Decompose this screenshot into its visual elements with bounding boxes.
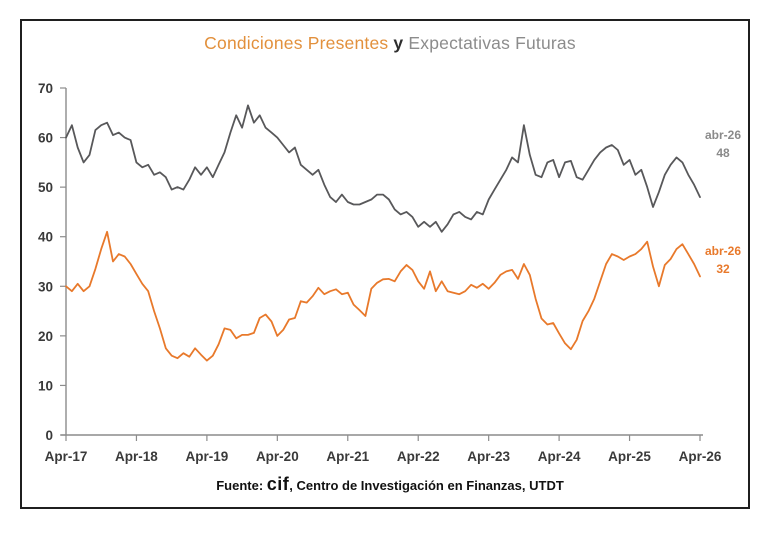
source-footer: Fuente: cif, Centro de Investigación en … (0, 474, 780, 495)
x-tick-label: Apr-20 (256, 449, 299, 464)
series-end-label-condiciones: abr-26 32 (693, 242, 753, 278)
y-tick-label: 0 (45, 428, 53, 443)
y-tick-label: 10 (38, 378, 53, 393)
chart-outer-frame (20, 19, 750, 509)
end-label-date-orange: abr-26 (704, 244, 742, 258)
x-tick-label: Apr-19 (186, 449, 229, 464)
series-end-label-expectativas: abr-26 48 (693, 126, 753, 162)
chart-title-expectativas: Expectativas Futuras (408, 33, 576, 53)
y-tick-label: 20 (38, 329, 53, 344)
end-label-value-gray: 48 (716, 146, 730, 160)
end-label-date-gray: abr-26 (704, 128, 742, 142)
chart-title-connector: y (388, 33, 409, 53)
source-prefix: Fuente: (216, 478, 267, 493)
y-tick-label: 60 (38, 131, 53, 146)
y-tick-label: 40 (38, 230, 53, 245)
x-tick-label: Apr-21 (326, 449, 369, 464)
y-tick-label: 50 (38, 180, 53, 195)
x-tick-label: Apr-24 (538, 449, 581, 464)
x-tick-label: Apr-22 (397, 449, 440, 464)
cif-logo-text: cif (266, 474, 290, 494)
end-label-value-orange: 32 (716, 262, 730, 276)
x-tick-label: Apr-18 (115, 449, 158, 464)
chart-title-condiciones: Condiciones Presentes (204, 33, 389, 53)
x-tick-label: Apr-17 (45, 449, 88, 464)
x-tick-label: Apr-26 (679, 449, 722, 464)
y-tick-label: 70 (38, 81, 53, 96)
x-tick-label: Apr-25 (608, 449, 651, 464)
source-suffix: , Centro de Investigación en Finanzas, U… (289, 478, 564, 493)
y-tick-label: 30 (38, 279, 53, 294)
series-line-condiciones-presentes (65, 230, 701, 362)
series-line-expectativas-futuras (65, 104, 701, 233)
chart-title: Condiciones Presentes y Expectativas Fut… (0, 33, 780, 54)
x-tick-label: Apr-23 (467, 449, 510, 464)
